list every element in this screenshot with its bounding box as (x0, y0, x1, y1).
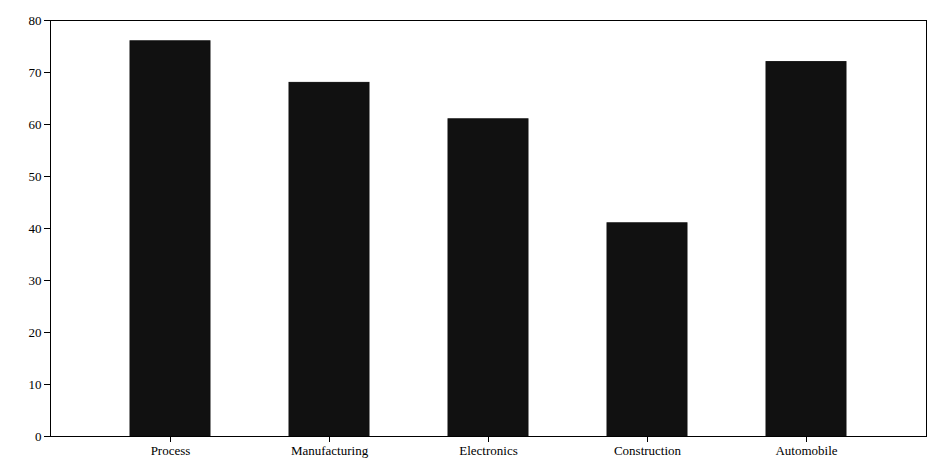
svg-text:Construction: Construction (614, 443, 682, 458)
svg-text:Electronics: Electronics (459, 443, 517, 458)
svg-text:60: 60 (29, 117, 42, 132)
svg-text:20: 20 (29, 325, 42, 340)
svg-text:80: 80 (29, 13, 42, 28)
svg-text:30: 30 (29, 273, 42, 288)
svg-text:10: 10 (29, 377, 42, 392)
svg-text:40: 40 (29, 221, 42, 236)
svg-text:50: 50 (29, 169, 42, 184)
svg-text:Manufacturing: Manufacturing (291, 443, 369, 458)
svg-text:70: 70 (29, 65, 42, 80)
svg-text:0: 0 (35, 429, 42, 444)
svg-text:Automobile: Automobile (775, 443, 837, 458)
svg-text:Process: Process (151, 443, 191, 458)
